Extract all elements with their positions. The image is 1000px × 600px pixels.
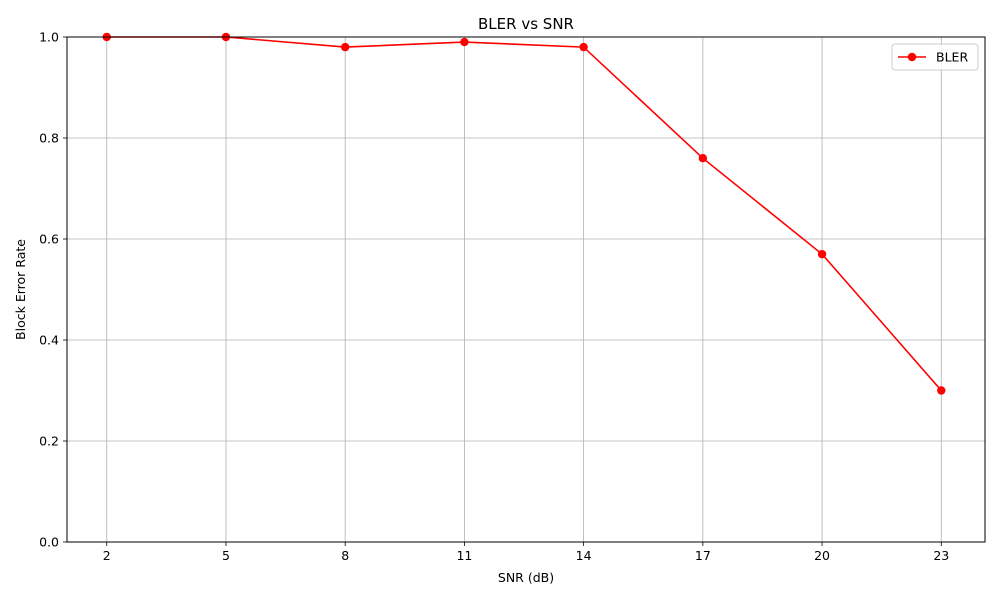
x-tick-label: 14 <box>576 548 592 563</box>
data-point <box>579 42 588 52</box>
y-tick-label: 0.2 <box>39 434 59 449</box>
x-tick-label: 2 <box>103 548 111 563</box>
y-axis-label: Block Error Rate <box>13 239 28 340</box>
legend-box <box>891 43 979 71</box>
plot-frame <box>66 36 986 543</box>
y-tick-label: 0.0 <box>39 535 59 550</box>
y-tick-label: 1.0 <box>39 30 59 45</box>
y-axis-ticks: 0.0 0.2 0.4 0.6 0.8 1.0 <box>39 30 67 550</box>
x-axis-ticks: 2 5 8 11 14 17 20 23 <box>103 542 949 563</box>
x-tick-label: 5 <box>222 548 230 563</box>
x-tick-label: 8 <box>341 548 349 563</box>
x-tick-label: 11 <box>456 548 472 563</box>
y-tick-label: 0.4 <box>39 333 59 348</box>
data-point <box>340 42 350 52</box>
y-tick-label: 0.8 <box>39 131 59 146</box>
series-layer <box>102 32 946 395</box>
chart-title: BLER vs SNR <box>478 15 574 33</box>
x-axis-label: SNR (dB) <box>498 570 554 585</box>
legend-marker <box>907 52 917 62</box>
legend-label: BLER <box>936 50 968 65</box>
data-point <box>937 386 946 395</box>
data-point <box>817 249 827 259</box>
y-tick-label: 0.6 <box>39 232 59 247</box>
data-point <box>460 37 469 47</box>
legend: BLER <box>891 43 979 71</box>
series-line-bler <box>106 36 942 392</box>
x-tick-label: 17 <box>695 548 711 563</box>
data-point <box>698 154 708 163</box>
x-tick-label: 20 <box>814 548 830 563</box>
x-tick-label: 23 <box>933 548 949 563</box>
